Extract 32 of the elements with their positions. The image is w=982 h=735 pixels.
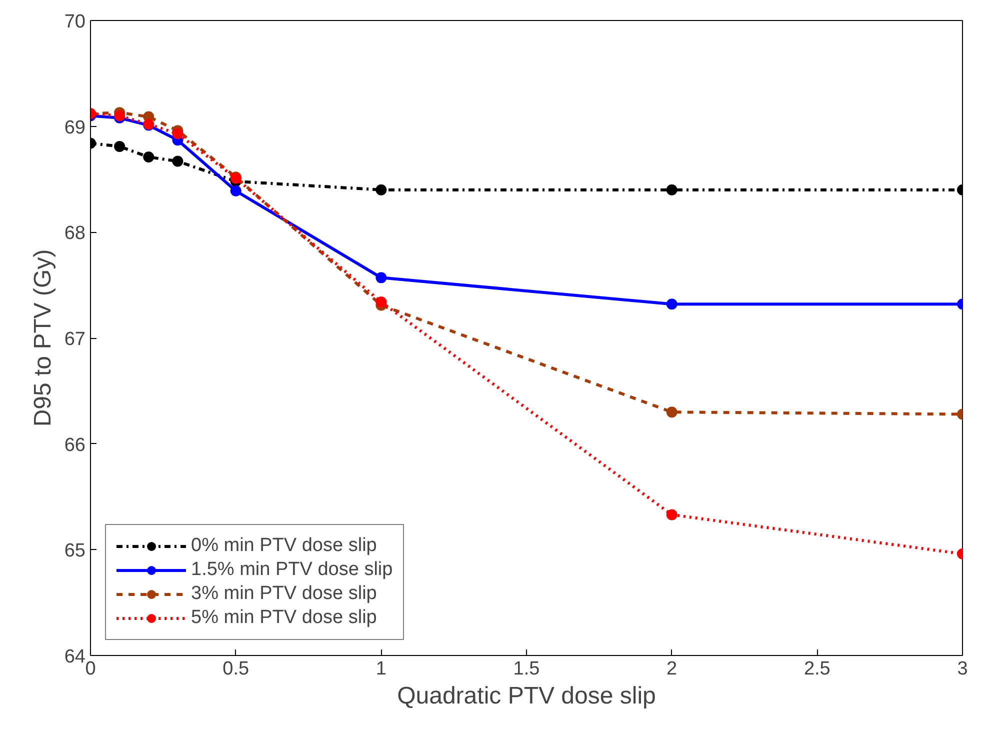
legend-label: 0% min PTV dose slip xyxy=(191,535,377,557)
y-tick-label: 67 xyxy=(64,329,86,350)
point xyxy=(114,140,126,152)
x-tick-label: 1 xyxy=(376,658,386,680)
x-axis-title: Quadratic PTV dose slip xyxy=(397,682,656,710)
point xyxy=(376,296,387,308)
point xyxy=(172,128,184,140)
point xyxy=(172,156,184,167)
point xyxy=(143,152,154,163)
point xyxy=(666,509,678,520)
legend-label: 5% min PTV dose slip xyxy=(191,607,377,629)
x-tick-label: 2.5 xyxy=(804,658,830,680)
x-tick-label: 2 xyxy=(666,658,678,680)
legend-label: 1.5% min PTV dose slip xyxy=(191,559,393,581)
y-tick-label: 68 xyxy=(64,223,86,244)
x-tick-label: 3 xyxy=(957,658,968,680)
y-tick-label: 64 xyxy=(64,646,86,668)
y-tick-label: 70 xyxy=(64,12,86,32)
point xyxy=(230,185,242,196)
point xyxy=(666,298,678,310)
y-axis-title: D95 to PTV (Gy) xyxy=(29,249,56,427)
y-tick-label: 69 xyxy=(64,117,86,138)
x-tick-label: 0 xyxy=(85,658,96,680)
x-tick-label: 1.5 xyxy=(513,658,540,680)
point xyxy=(376,272,387,284)
point xyxy=(376,184,387,196)
y-tick-label: 66 xyxy=(64,434,86,456)
x-tick-label: 0.5 xyxy=(222,658,250,680)
y-tick-label: 65 xyxy=(64,540,86,562)
point xyxy=(666,184,678,196)
point xyxy=(666,406,678,418)
legend-label: 3% min PTV dose slip xyxy=(191,583,377,605)
